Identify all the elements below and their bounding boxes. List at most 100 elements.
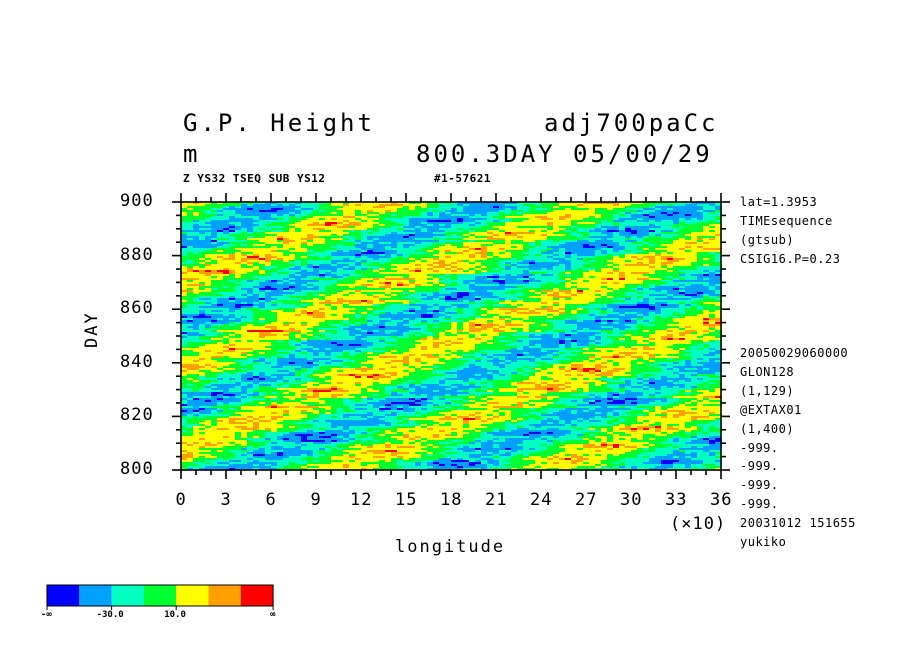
heatmap-cell: [481, 214, 488, 217]
heatmap-cell: [331, 272, 338, 275]
heatmap-cell: [367, 234, 374, 237]
heatmap-cell: [343, 202, 350, 205]
heatmap-cell: [571, 266, 578, 269]
heatmap-cell: [481, 266, 488, 269]
heatmap-cell: [457, 256, 464, 259]
heatmap-cell: [253, 258, 260, 261]
heatmap-cell: [199, 226, 206, 229]
heatmap-cell: [337, 272, 344, 275]
heatmap-cell: [631, 234, 638, 237]
heatmap-cell: [277, 232, 284, 235]
heatmap-cell: [523, 234, 530, 237]
heatmap-cell: [217, 216, 224, 219]
heatmap-cell: [697, 244, 704, 247]
heatmap-cell: [643, 242, 650, 245]
heatmap-cell: [463, 224, 470, 227]
heatmap-cell: [679, 222, 686, 225]
heatmap-cell: [619, 202, 626, 205]
heatmap-cell: [541, 208, 548, 211]
heatmap-cell: [229, 220, 236, 223]
heatmap-cell: [349, 234, 356, 237]
heatmap-cell: [391, 208, 398, 211]
heatmap-cell: [613, 240, 620, 243]
heatmap-cell: [571, 204, 578, 207]
heatmap-cell: [463, 206, 470, 209]
heatmap-cell: [577, 260, 584, 263]
heatmap-cell: [505, 236, 512, 239]
heatmap-cell: [595, 220, 602, 223]
heatmap-cell: [535, 208, 542, 211]
heatmap-cell: [571, 268, 578, 271]
heatmap-cell: [265, 224, 272, 227]
heatmap-cell: [421, 222, 428, 225]
heatmap-cell: [577, 238, 584, 241]
heatmap-cell: [583, 260, 590, 263]
heatmap-cell: [715, 270, 722, 273]
heatmap-cell: [211, 250, 218, 253]
heatmap-cell: [235, 268, 242, 271]
heatmap-cell: [265, 250, 272, 253]
heatmap-cell: [229, 264, 236, 267]
heatmap-cell: [493, 220, 500, 223]
heatmap-cell: [529, 214, 536, 217]
heatmap-cell: [631, 238, 638, 241]
heatmap-cell: [325, 222, 332, 225]
heatmap-cell: [439, 268, 446, 271]
heatmap-cell: [499, 244, 506, 247]
heatmap-cell: [571, 272, 578, 275]
heatmap-cell: [577, 222, 584, 225]
heatmap-cell: [307, 264, 314, 267]
heatmap-cell: [613, 204, 620, 207]
heatmap-cell: [277, 226, 284, 229]
heatmap-cell: [283, 236, 290, 239]
heatmap-cell: [625, 220, 632, 223]
heatmap-cell: [673, 248, 680, 251]
heatmap-cell: [535, 250, 542, 253]
heatmap-cell: [283, 260, 290, 263]
heatmap-cell: [607, 230, 614, 233]
heatmap-cell: [451, 234, 458, 237]
heatmap-cell: [685, 238, 692, 241]
heatmap-cell: [499, 220, 506, 223]
heatmap-cell: [187, 262, 194, 265]
heatmap-cell: [511, 266, 518, 269]
heatmap-cell: [643, 230, 650, 233]
heatmap-cell: [379, 222, 386, 225]
heatmap-cell: [595, 262, 602, 265]
heatmap-cell: [481, 250, 488, 253]
heatmap-cell: [565, 216, 572, 219]
heatmap-cell: [571, 214, 578, 217]
heatmap-cell: [715, 222, 722, 225]
heatmap-cell: [319, 266, 326, 269]
heatmap-cell: [667, 244, 674, 247]
heatmap-cell: [301, 240, 308, 243]
heatmap-cell: [643, 206, 650, 209]
heatmap-cell: [355, 210, 362, 213]
heatmap-cell: [349, 226, 356, 229]
heatmap-cell: [193, 234, 200, 237]
heatmap-cell: [589, 208, 596, 211]
heatmap-cell: [391, 230, 398, 233]
heatmap-cell: [253, 266, 260, 269]
sub-left: Z YS32 TSEQ SUB YS12: [183, 172, 326, 185]
heatmap-cell: [247, 220, 254, 223]
heatmap-cell: [397, 246, 404, 249]
heatmap-cell: [709, 212, 716, 215]
heatmap-cell: [667, 222, 674, 225]
heatmap-cell: [211, 236, 218, 239]
heatmap-cell: [619, 218, 626, 221]
heatmap-cell: [343, 236, 350, 239]
heatmap-cell: [259, 202, 266, 205]
heatmap-cell: [571, 212, 578, 215]
heatmap-cell: [361, 266, 368, 269]
heatmap-cell: [583, 208, 590, 211]
heatmap-cell: [715, 250, 722, 253]
heatmap-cell: [463, 240, 470, 243]
heatmap-cell: [487, 234, 494, 237]
heatmap-cell: [295, 214, 302, 217]
heatmap-cell: [571, 256, 578, 259]
heatmap-cell: [205, 242, 212, 245]
heatmap-cell: [415, 218, 422, 221]
heatmap-cell: [295, 260, 302, 263]
heatmap-cell: [367, 246, 374, 249]
